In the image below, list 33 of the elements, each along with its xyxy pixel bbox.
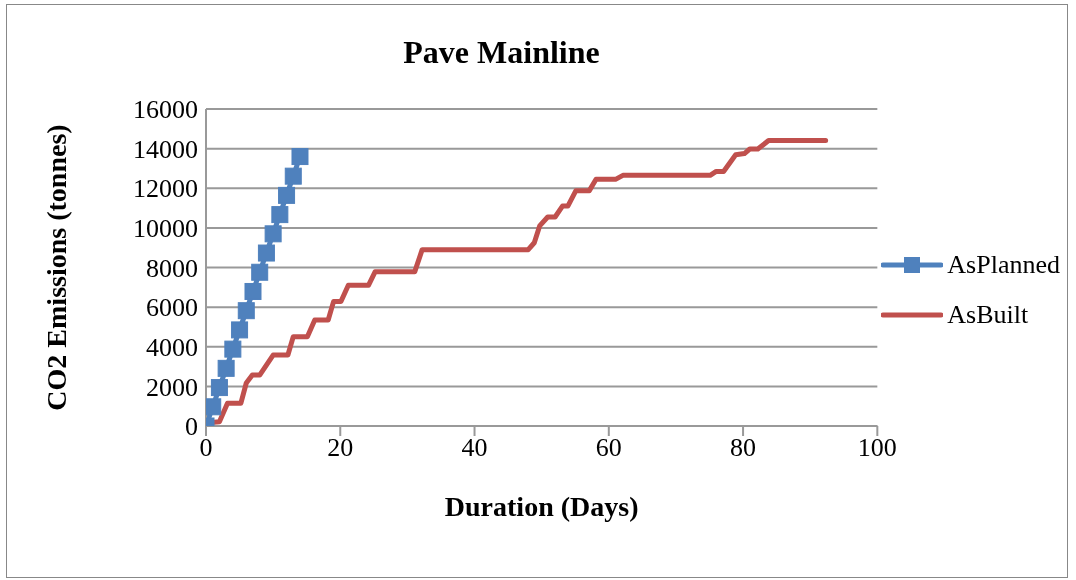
y-tick-label: 8000 — [146, 253, 198, 283]
point — [278, 186, 296, 204]
x-tick-label: 40 — [461, 433, 488, 463]
point — [224, 340, 242, 358]
legend-label: AsBuilt — [947, 300, 1029, 330]
point — [284, 167, 302, 185]
y-tick-label: 0 — [185, 412, 198, 442]
y-tick-label: 14000 — [133, 134, 198, 164]
point — [264, 225, 282, 243]
x-tick-label: 60 — [595, 433, 622, 463]
x-tick-label: 100 — [857, 433, 897, 463]
x-tick-label: 80 — [730, 433, 757, 463]
y-axis-title: CO2 Emissions (tonnes) — [40, 124, 72, 411]
point — [231, 321, 249, 339]
point — [271, 206, 289, 224]
point — [237, 302, 255, 320]
y-tick-label: 10000 — [133, 214, 198, 244]
point — [257, 244, 275, 262]
point — [206, 398, 222, 416]
legend-label: AsPlanned — [947, 250, 1060, 280]
chart-title: Pave Mainline — [402, 34, 601, 71]
x-tick-label: 20 — [327, 433, 354, 463]
x-axis-title: Duration (Days) — [444, 491, 639, 522]
y-tick-label: 4000 — [146, 332, 198, 362]
point — [251, 263, 269, 281]
y-tick-label: 2000 — [146, 372, 198, 402]
y-tick-label: 6000 — [146, 293, 198, 323]
y-tick-label: 12000 — [133, 174, 198, 204]
point — [244, 282, 262, 300]
point — [291, 148, 309, 166]
point — [217, 359, 235, 377]
y-tick-label: 16000 — [133, 95, 198, 125]
point — [210, 379, 228, 397]
